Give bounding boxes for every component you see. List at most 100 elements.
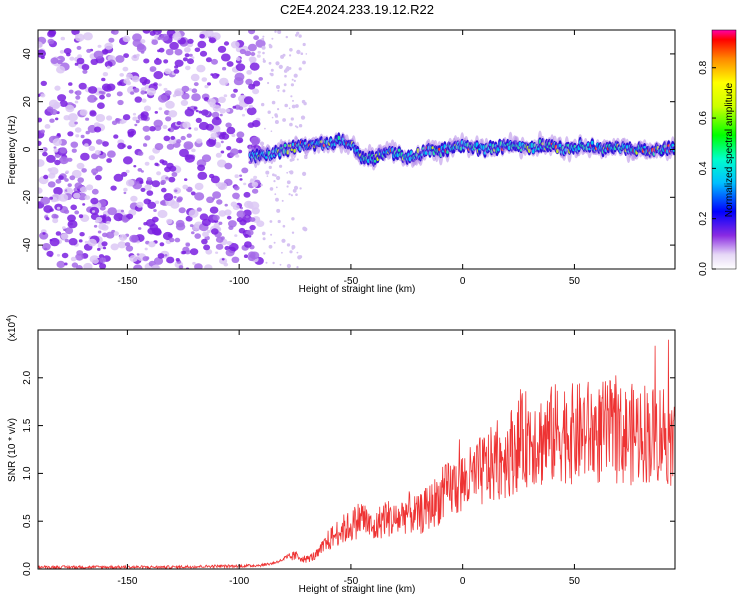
noise-blob [131, 75, 140, 83]
faint-dot [276, 208, 281, 213]
noise-blob [238, 106, 244, 111]
faint-dot [289, 250, 293, 254]
noise-blob [99, 257, 107, 263]
noise-blob [110, 185, 117, 191]
noise-blob [182, 121, 191, 129]
noise-blob [250, 136, 261, 145]
figure-title: C2E4.2024.233.19.12.R22 [280, 2, 434, 17]
top-x-tick-label: -150 [117, 276, 137, 287]
noise-blob [165, 48, 174, 56]
faint-dot [295, 104, 299, 108]
faint-dot [296, 49, 301, 55]
noise-blob [70, 256, 77, 262]
faint-dot [262, 237, 266, 241]
noise-blob [113, 213, 124, 222]
noise-blob [54, 85, 61, 91]
noise-blob [153, 257, 164, 265]
noise-blob [232, 105, 237, 109]
noise-blob [50, 57, 59, 64]
noise-blob [163, 193, 174, 201]
noise-blob [226, 241, 232, 246]
ridge-peak [337, 135, 341, 141]
noise-blob [38, 41, 43, 49]
top-y-tick-label: 20 [22, 96, 33, 108]
noise-blob [239, 178, 243, 181]
noise-blob [80, 134, 85, 139]
noise-blob [233, 88, 238, 93]
noise-blob [95, 174, 102, 181]
noise-blob [143, 143, 148, 147]
faint-dot [270, 233, 273, 236]
faint-dot [267, 110, 271, 114]
noise-blob [140, 187, 146, 192]
noise-blob [40, 80, 47, 86]
top-y-tick-label: -40 [22, 237, 33, 252]
noise-blob [99, 94, 105, 100]
noise-blob [190, 191, 196, 196]
noise-blob [65, 104, 75, 113]
noise-blob [253, 35, 259, 41]
noise-blob [251, 207, 260, 215]
noise-blob [151, 264, 161, 269]
faint-dot [282, 224, 286, 228]
noise-blob [165, 116, 172, 122]
noise-blob [174, 48, 183, 56]
noise-blob [144, 79, 151, 85]
faint-dot [272, 261, 275, 265]
faint-dot [269, 187, 274, 191]
noise-blob [40, 93, 46, 98]
faint-dot [291, 217, 295, 221]
noise-blob [144, 247, 148, 251]
noise-blob [83, 32, 93, 41]
bottom-x-tick-label: 0 [460, 576, 466, 587]
noise-blob [220, 140, 224, 144]
noise-blob [181, 85, 190, 93]
noise-blob [188, 88, 192, 91]
noise-blob [68, 120, 77, 128]
faint-dot [289, 54, 292, 57]
noise-blob [195, 109, 199, 113]
noise-blob [159, 200, 166, 206]
noise-blob [97, 44, 102, 48]
noise-blob [155, 200, 160, 205]
noise-blob [102, 72, 109, 77]
faint-dot [288, 107, 291, 110]
noise-blob [239, 48, 246, 55]
noise-blob [53, 214, 59, 219]
noise-blob [164, 254, 168, 257]
noise-blob [80, 152, 90, 161]
noise-blob [85, 130, 90, 135]
noise-blob [102, 232, 108, 238]
noise-blob [169, 165, 177, 172]
noise-blob [38, 93, 41, 97]
noise-blob [204, 84, 209, 89]
noise-blob [101, 224, 109, 231]
noise-blob [165, 100, 175, 109]
noise-blob [220, 150, 225, 154]
noise-blob [184, 154, 195, 163]
noise-blob [142, 256, 149, 262]
faint-dot [268, 61, 272, 65]
noise-blob [91, 210, 96, 213]
noise-blob [56, 133, 61, 137]
noise-blob [125, 169, 130, 174]
noise-blob [243, 191, 251, 198]
noise-blob [205, 57, 212, 63]
noise-blob [123, 191, 127, 195]
noise-blob [106, 231, 115, 239]
noise-blob [146, 190, 154, 196]
noise-blob [256, 220, 265, 227]
noise-blob [73, 192, 81, 199]
noise-blob [248, 104, 253, 109]
noise-blob [174, 237, 181, 243]
noise-blob [236, 217, 243, 223]
noise-blob [231, 256, 240, 263]
noise-blob [229, 152, 235, 157]
noise-blob [64, 178, 69, 182]
faint-dot [276, 175, 281, 181]
noise-blob [166, 256, 175, 264]
noise-blob [244, 200, 254, 209]
noise-blob [216, 73, 220, 77]
noise-blob [110, 30, 115, 34]
